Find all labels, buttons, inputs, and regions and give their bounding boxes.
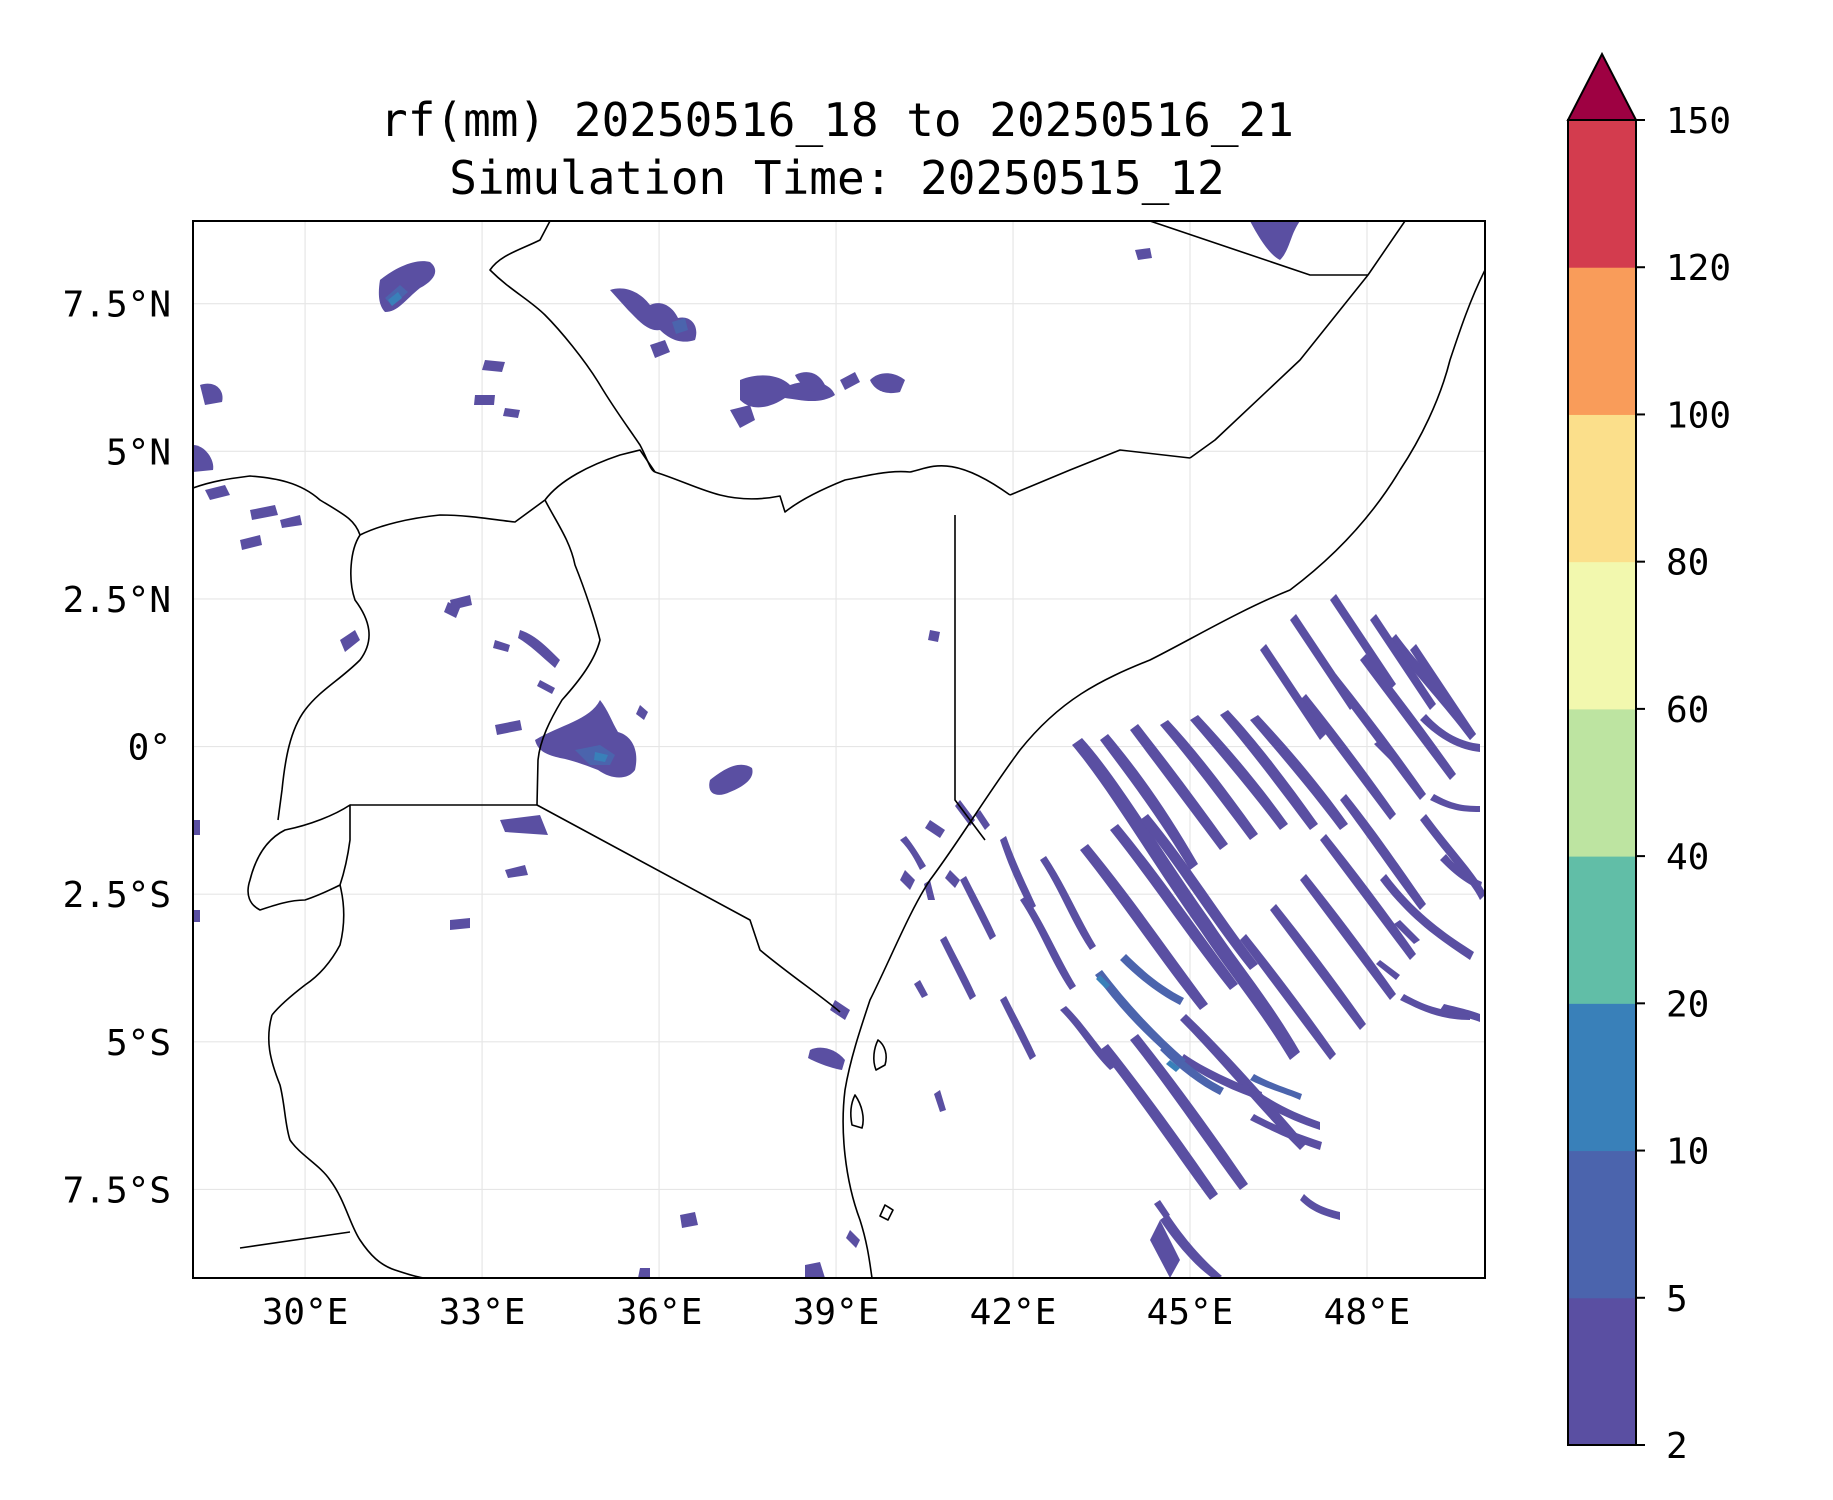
colorbar-label: 120 bbox=[1666, 248, 1731, 289]
lon-tick-label: 36°E bbox=[616, 1292, 703, 1333]
lat-tick-label: 2.5°N bbox=[63, 580, 171, 621]
longitude-labels: 30°E 33°E 36°E 39°E 42°E 45°E 48°E bbox=[262, 1292, 1411, 1333]
colorbar-segment bbox=[1568, 120, 1636, 268]
border-somalia-ethiopia-east bbox=[1009, 449, 1191, 496]
colorbar-label: 100 bbox=[1666, 395, 1731, 436]
border-southsudan-uganda bbox=[193, 475, 546, 536]
map-area: 30°E 33°E 36°E 39°E 42°E 45°E 48°E 7.5°N 5°N 2.5… bbox=[63, 220, 1486, 1333]
lat-tick-label: 7.5°S bbox=[63, 1170, 171, 1211]
colorbar-label: 80 bbox=[1666, 543, 1709, 584]
latitude-labels: 7.5°N 5°N 2.5°N 0° 2.5°S 5°S 7.5°S bbox=[63, 285, 171, 1212]
border-djibouti bbox=[1149, 221, 1368, 276]
colorbar-segment bbox=[1568, 708, 1636, 857]
border-uganda-west bbox=[277, 534, 370, 821]
rainfall-layer bbox=[193, 221, 1485, 1278]
map-frame bbox=[192, 220, 1486, 1279]
colorbar-segment bbox=[1568, 856, 1636, 1004]
lat-tick-label: 0° bbox=[128, 728, 171, 769]
colorbar-segment bbox=[1568, 1297, 1636, 1446]
border-drc-tanzania bbox=[267, 1014, 426, 1278]
rainfall-ocean-core bbox=[1096, 975, 1180, 1072]
colorbar-label: 150 bbox=[1666, 101, 1731, 142]
zanzibar-island bbox=[849, 1094, 864, 1129]
lon-tick-label: 30°E bbox=[262, 1292, 349, 1333]
border-uganda-kenya bbox=[536, 499, 601, 806]
border-ethiopia-somalia bbox=[1189, 221, 1406, 459]
map-background bbox=[193, 221, 1485, 1278]
lon-tick-label: 42°E bbox=[970, 1292, 1057, 1333]
colorbar-segment bbox=[1568, 561, 1636, 710]
rainfall-lake-victoria-core bbox=[594, 752, 608, 762]
colorbar: 2 5 10 20 40 60 80 100 120 150 bbox=[1566, 51, 1731, 1467]
lat-tick-label: 5°S bbox=[106, 1023, 171, 1064]
lon-tick-label: 45°E bbox=[1147, 1292, 1234, 1333]
lon-tick-label: 48°E bbox=[1324, 1292, 1411, 1333]
border-kenya-ethiopia-west bbox=[544, 449, 656, 501]
map-title: rf(mm) 20250516_18 to 20250516_21 bbox=[380, 93, 1294, 147]
colorbar-label: 5 bbox=[1666, 1279, 1688, 1320]
rainfall-north-core bbox=[388, 292, 402, 306]
border-southsudan-ethiopia bbox=[489, 221, 656, 473]
lat-tick-label: 2.5°S bbox=[63, 875, 171, 916]
coastline-east-africa bbox=[842, 269, 1485, 1278]
colorbar-label: 20 bbox=[1666, 984, 1709, 1025]
lon-tick-label: 39°E bbox=[793, 1292, 880, 1333]
border-zambia-tanzania bbox=[239, 1231, 351, 1249]
colorbar-segment bbox=[1568, 1003, 1636, 1152]
map-lines bbox=[193, 221, 1485, 1278]
border-ethiopia-kenya-south bbox=[654, 464, 1011, 513]
colorbar-label: 40 bbox=[1666, 837, 1709, 878]
pemba-island bbox=[873, 1039, 887, 1071]
lat-tick-label: 7.5°N bbox=[63, 285, 171, 326]
colorbar-frame bbox=[1567, 119, 1637, 1446]
rainfall-ocean-bands bbox=[900, 594, 1485, 1278]
border-kenya-tanzania bbox=[536, 804, 841, 1013]
colorbar-segment bbox=[1568, 267, 1636, 415]
mafia-island bbox=[879, 1204, 894, 1221]
colorbar-segment bbox=[1568, 414, 1636, 563]
map-subtitle: Simulation Time: 20250515_12 bbox=[449, 151, 1224, 205]
lat-tick-label: 5°N bbox=[106, 432, 171, 473]
colorbar-segment bbox=[1568, 1150, 1636, 1299]
border-rwanda-burundi bbox=[247, 804, 351, 911]
colorbar-label: 10 bbox=[1666, 1132, 1709, 1173]
colorbar-extend-arrow bbox=[1566, 51, 1638, 121]
rainfall-ocean-heavier bbox=[1095, 954, 1302, 1100]
border-kenya-somalia bbox=[954, 515, 986, 841]
lon-tick-label: 33°E bbox=[439, 1292, 526, 1333]
border-burundi-tanzania bbox=[271, 884, 345, 1016]
colorbar-label: 2 bbox=[1666, 1426, 1688, 1467]
colorbar-label: 60 bbox=[1666, 690, 1709, 731]
